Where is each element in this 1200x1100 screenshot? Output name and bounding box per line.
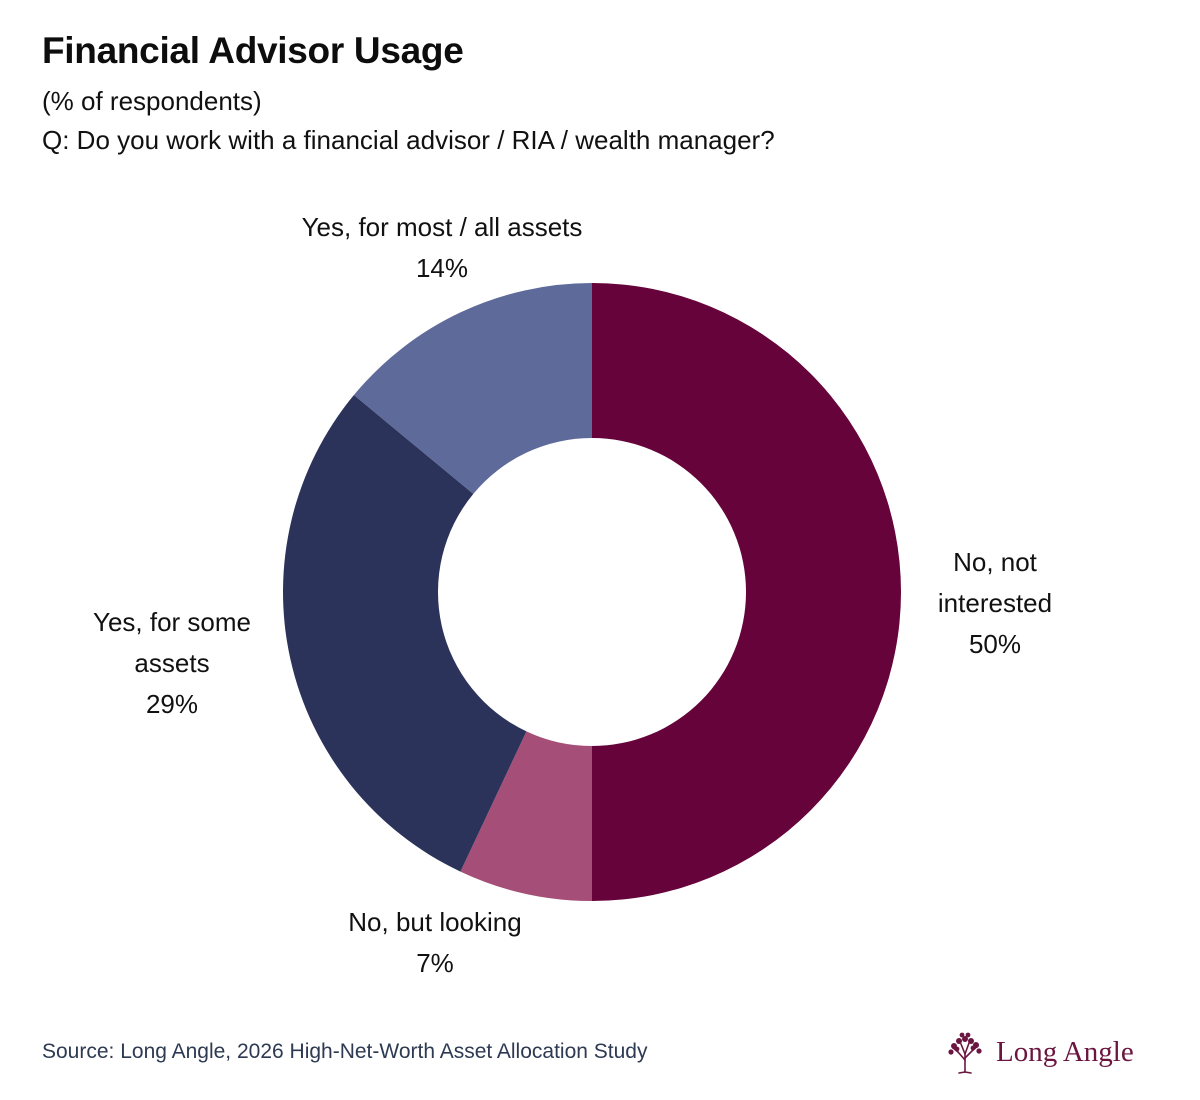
label-no-not-interested-line2: interested: [937, 588, 1053, 618]
label-yes-most-line1: Yes, for most / all assets: [301, 212, 583, 242]
slice-yes-for-some-assets: [282, 395, 527, 872]
donut-slices: [282, 283, 901, 901]
logo-name: Long Angle: [996, 1035, 1134, 1068]
survey-question: Q: Do you work with a financial advisor …: [42, 125, 775, 155]
label-yes-most-assets: Yes, for most / all assets 14%: [252, 207, 632, 289]
label-yes-some-line1: Yes, for some: [92, 607, 251, 637]
label-no-but-looking-value: 7%: [416, 948, 454, 978]
chart-subtitle: (% of respondents): [42, 86, 262, 116]
label-no-but-looking: No, but looking 7%: [315, 902, 555, 984]
label-yes-some-value: 29%: [145, 689, 199, 719]
label-yes-some-line2: assets: [134, 648, 210, 678]
chart-title: Financial Advisor Usage: [42, 30, 464, 71]
label-yes-some-assets: Yes, for some assets 29%: [62, 602, 282, 725]
label-no-not-interested: No, not interested 50%: [915, 542, 1075, 665]
source-note: Source: Long Angle, 2026 High-Net-Worth …: [42, 1040, 648, 1063]
slice-yes-for-most-all-assets: [353, 283, 592, 494]
label-yes-most-value: 14%: [415, 253, 469, 283]
slice-no-but-looking: [460, 731, 592, 901]
label-no-not-interested-value: 50%: [968, 629, 1022, 659]
tree-icon: [948, 1032, 982, 1074]
slice-no-not-interested: [592, 283, 901, 901]
label-no-not-interested-line1: No, not: [953, 547, 1037, 577]
label-no-but-looking-line1: No, but looking: [348, 907, 522, 937]
long-angle-logo: Long Angle: [944, 1030, 1134, 1074]
